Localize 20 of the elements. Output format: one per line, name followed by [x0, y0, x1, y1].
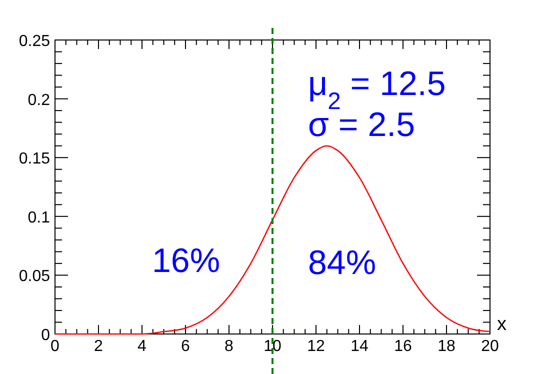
x-tick-label: 4 [138, 338, 147, 355]
x-tick-label: 2 [94, 338, 104, 355]
x-tick-label: 14 [350, 338, 368, 355]
y-tick-label: 0.2 [28, 92, 50, 109]
x-tick-label: 20 [481, 338, 499, 355]
x-tick-label: 16 [394, 338, 412, 355]
y-tick-label: 0.05 [18, 268, 50, 286]
y-tick-label: 0.25 [18, 33, 50, 50]
x-tick-label: 8 [224, 338, 234, 355]
y-tick-label: 0 [41, 327, 50, 344]
annotation: 16% [152, 242, 220, 280]
x-tick-label: 18 [438, 338, 456, 355]
x-tick-label: 10 [264, 338, 282, 355]
annotation: 84% [308, 244, 376, 282]
x-tick-label: 12 [307, 338, 325, 355]
line-series [54, 145, 491, 335]
y-tick-label: 0.15 [18, 150, 50, 168]
y-tick-label: 0.1 [28, 209, 50, 226]
x-tick-label: 6 [181, 338, 190, 355]
x-axis-title: x [497, 314, 507, 335]
